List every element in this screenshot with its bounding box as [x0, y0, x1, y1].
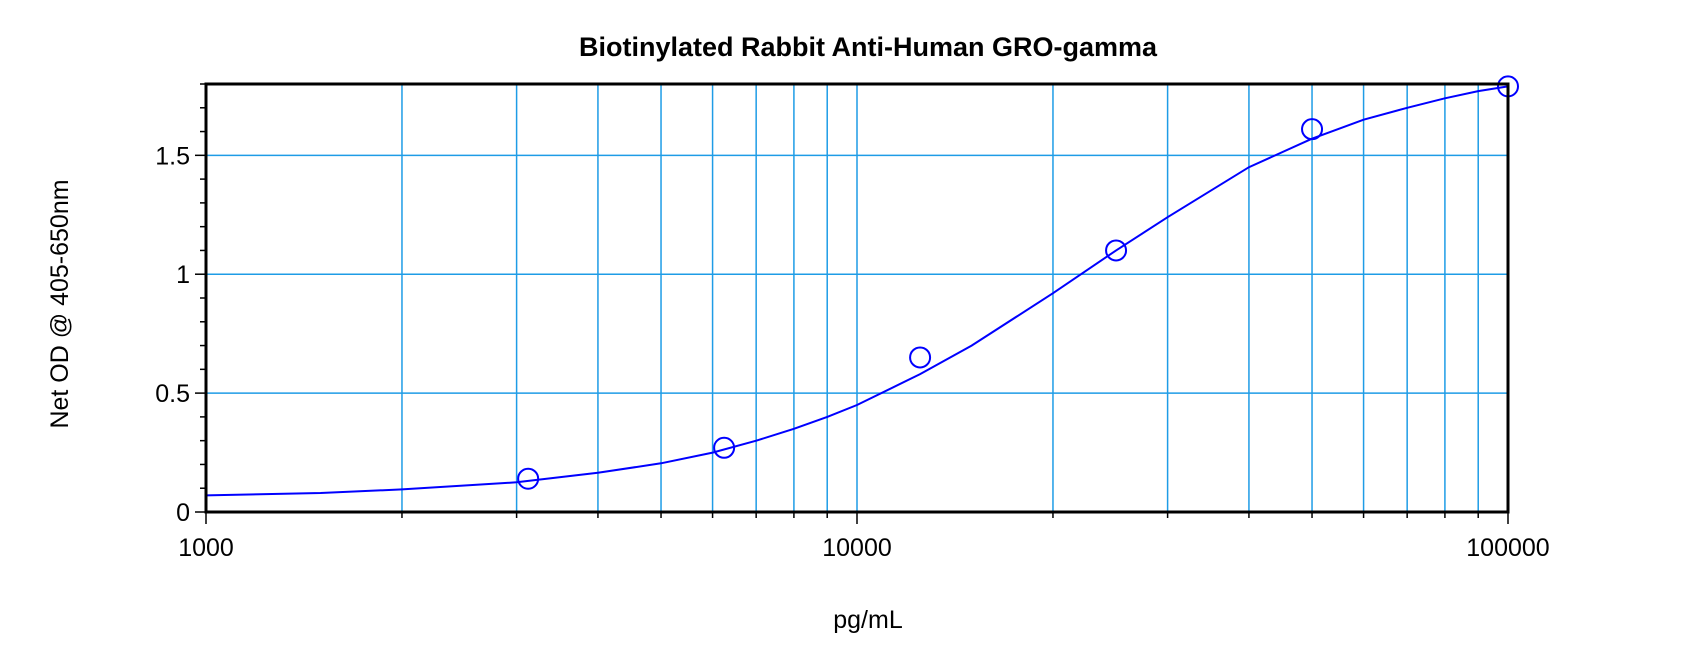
x-axis: 1000 10000 100000: [178, 512, 1550, 562]
y-axis: 0 0.5 1 1.5: [155, 83, 206, 527]
x-axis-label: pg/mL: [833, 606, 903, 634]
data-point: [713, 436, 736, 459]
grid-lines: [206, 84, 1508, 512]
data-point: [909, 346, 932, 369]
data-point: [1105, 239, 1128, 262]
data-points-layer: [517, 75, 1519, 490]
x-tick-label: 10000: [822, 534, 892, 562]
fit-curve-layer: [205, 85, 1509, 497]
fit-curve-line: [205, 85, 1509, 497]
x-tick-label: 1000: [178, 534, 234, 562]
y-tick-label: 0.5: [155, 380, 190, 408]
data-point: [1301, 118, 1324, 141]
y-tick-label: 0: [176, 499, 190, 527]
y-tick-label: 1: [176, 261, 190, 289]
chart-title: Biotinylated Rabbit Anti-Human GRO-gamma: [579, 32, 1158, 62]
x-tick-label: 100000: [1466, 534, 1549, 562]
y-axis-label: Net OD @ 405-650nm: [46, 179, 74, 428]
data-point: [517, 467, 540, 490]
y-tick-label: 1.5: [155, 142, 190, 170]
